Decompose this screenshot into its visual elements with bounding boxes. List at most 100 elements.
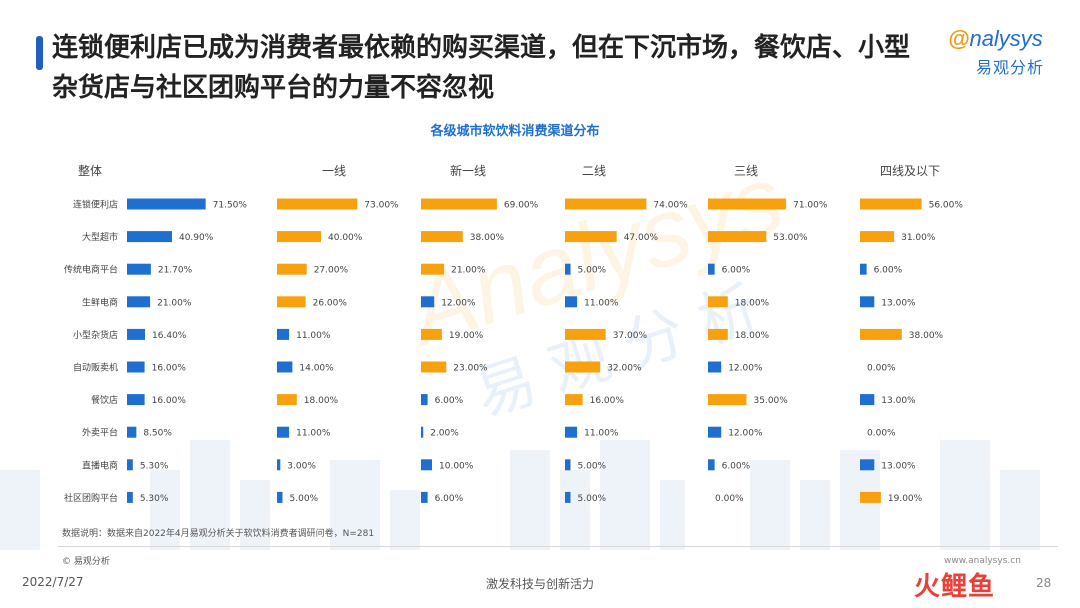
bar xyxy=(277,459,281,471)
category-label: 餐饮店 xyxy=(91,394,118,406)
category-label: 生鲜电商 xyxy=(82,296,118,308)
data-label: 19.00% xyxy=(449,331,484,341)
data-label: 38.00% xyxy=(909,331,944,341)
bar xyxy=(421,296,435,308)
bar xyxy=(421,361,447,373)
data-label: 16.00% xyxy=(590,396,625,406)
data-label: 26.00% xyxy=(313,298,348,308)
bar xyxy=(860,328,902,340)
data-label: 23.00% xyxy=(453,364,488,374)
bar xyxy=(277,296,306,308)
data-label: 16.00% xyxy=(152,396,187,406)
data-label: 8.50% xyxy=(143,429,172,439)
bar xyxy=(565,491,571,503)
data-label: 21.00% xyxy=(157,298,192,308)
bar xyxy=(277,328,290,340)
bar xyxy=(277,263,307,275)
data-label: 56.00% xyxy=(929,201,964,211)
series-header: 新一线 xyxy=(450,163,486,178)
data-label: 13.00% xyxy=(881,461,916,471)
data-label: 32.00% xyxy=(607,364,642,374)
category-label: 连锁便利店 xyxy=(73,199,118,211)
bar xyxy=(277,394,297,406)
data-label: 6.00% xyxy=(722,461,751,471)
data-label: 13.00% xyxy=(881,298,916,308)
bar xyxy=(565,231,617,243)
data-label: 12.00% xyxy=(728,429,763,439)
bar xyxy=(860,296,875,308)
bar xyxy=(708,426,722,438)
bar xyxy=(421,459,432,471)
data-label: 6.00% xyxy=(435,396,464,406)
data-label: 35.00% xyxy=(754,396,789,406)
page-number: 28 xyxy=(1036,576,1052,590)
data-label: 11.00% xyxy=(584,298,619,308)
data-label: 11.00% xyxy=(584,429,619,439)
data-label: 0.00% xyxy=(867,364,896,374)
category-label: 社区团购平台 xyxy=(64,492,118,504)
bar xyxy=(708,263,715,275)
series-header: 四线及以下 xyxy=(880,164,940,178)
data-label: 0.00% xyxy=(867,429,896,439)
brand-stamp: 火鲤鱼 xyxy=(914,572,996,602)
series-header: 三线 xyxy=(734,164,758,178)
bar xyxy=(127,426,137,438)
data-label: 18.00% xyxy=(304,396,339,406)
category-label: 传统电商平台 xyxy=(64,264,118,276)
bar xyxy=(708,394,747,406)
category-label: 外卖平台 xyxy=(82,427,118,439)
data-label: 11.00% xyxy=(296,429,331,439)
data-label: 10.00% xyxy=(439,461,474,471)
category-label: 自动贩卖机 xyxy=(73,362,118,374)
bar xyxy=(421,198,497,210)
bar xyxy=(860,394,875,406)
bar xyxy=(127,361,145,373)
bar xyxy=(860,263,867,275)
bar xyxy=(565,296,578,308)
bar xyxy=(277,231,321,243)
bar xyxy=(708,231,767,243)
series-header: 二线 xyxy=(582,164,606,178)
logo-wordmark-text: nalysys xyxy=(969,26,1043,51)
bar xyxy=(127,328,146,340)
data-label: 19.00% xyxy=(888,494,923,504)
bar xyxy=(277,426,290,438)
bar xyxy=(421,426,424,438)
data-label: 5.30% xyxy=(140,461,169,471)
data-label: 18.00% xyxy=(735,331,770,341)
data-label: 14.00% xyxy=(299,364,334,374)
bar xyxy=(565,328,606,340)
website-url[interactable]: www.analysys.cn xyxy=(944,556,1021,566)
data-label: 0.00% xyxy=(715,494,744,504)
bar xyxy=(421,394,428,406)
title-accent-bar xyxy=(36,36,43,70)
copyright: © 易观分析 xyxy=(62,557,110,567)
data-label: 71.50% xyxy=(213,201,248,211)
bar xyxy=(127,394,145,406)
bar xyxy=(565,361,601,373)
data-label: 37.00% xyxy=(613,331,648,341)
data-label: 21.70% xyxy=(158,266,193,276)
bar xyxy=(860,491,881,503)
bar xyxy=(565,459,571,471)
data-label: 40.90% xyxy=(179,233,214,243)
data-label: 73.00% xyxy=(364,201,399,211)
bar xyxy=(421,328,442,340)
category-label: 直播电商 xyxy=(82,459,118,471)
bar xyxy=(860,231,895,243)
bar xyxy=(127,198,206,210)
chart-body: 整体 71.50% 40.90% 21.70% 21.00% 16.40% 16.00% 16… xyxy=(64,163,963,504)
bar xyxy=(708,296,728,308)
bar xyxy=(421,263,445,275)
data-label: 5.00% xyxy=(578,461,607,471)
data-label: 5.30% xyxy=(140,494,169,504)
data-label: 11.00% xyxy=(296,331,331,341)
data-label: 16.00% xyxy=(152,364,187,374)
logo-swirl-icon: @ xyxy=(948,26,970,51)
bar xyxy=(127,296,151,308)
bar xyxy=(421,231,463,243)
series-header: 整体 xyxy=(78,163,102,178)
bar xyxy=(565,426,578,438)
